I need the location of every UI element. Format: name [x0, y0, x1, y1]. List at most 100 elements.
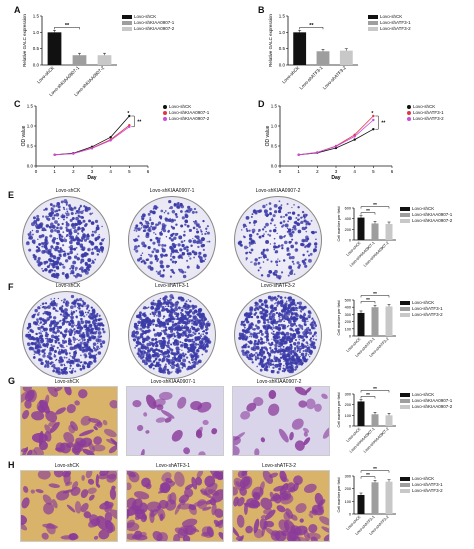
colony	[94, 326, 98, 330]
colony	[148, 222, 150, 225]
stained-cell	[106, 473, 117, 483]
transwell-image-h-3	[232, 470, 330, 542]
legend-f-item-3: Lovo-shATF3-2	[412, 312, 443, 317]
colony	[153, 247, 156, 251]
colony	[92, 311, 96, 314]
legend-e-item-2: Lovo-shKIAA0907-1	[412, 212, 453, 217]
colony	[274, 343, 278, 348]
colony	[46, 265, 50, 268]
colony	[247, 356, 252, 361]
colony	[85, 331, 89, 335]
colony	[86, 328, 88, 330]
colony	[245, 251, 248, 255]
colony	[184, 339, 188, 342]
x-tick-label: 0	[279, 169, 282, 174]
stained-cell	[39, 399, 50, 414]
colony	[273, 335, 277, 340]
colony	[155, 307, 159, 311]
colony	[266, 309, 268, 311]
bar	[385, 415, 393, 426]
colony	[174, 370, 177, 373]
transwell-image-g-2	[126, 386, 224, 456]
colony	[299, 315, 303, 319]
y-axis-label: Cell number per field	[337, 206, 341, 241]
colony	[244, 346, 247, 349]
colony	[251, 228, 256, 233]
stained-cell	[262, 471, 274, 484]
colony	[38, 234, 43, 239]
colony	[73, 324, 76, 326]
colony	[300, 354, 302, 356]
colony	[256, 352, 258, 354]
legend-e-item-3: Lovo-shKIAA0907-2	[412, 218, 453, 223]
colony	[176, 312, 180, 316]
colony	[181, 366, 184, 369]
stained-cell	[127, 519, 135, 529]
colony	[143, 261, 145, 263]
colony	[81, 346, 85, 349]
stained-cell	[297, 536, 310, 541]
colony	[311, 325, 314, 329]
colony	[272, 350, 274, 352]
colony	[271, 217, 274, 219]
stained-cell	[88, 494, 95, 501]
colony	[304, 226, 308, 229]
stained-cell	[146, 501, 162, 512]
colony	[82, 209, 85, 212]
colony	[62, 231, 65, 234]
chart-f: 0100200300400500Lovo-shCKLovo-shATF3-1Lo…	[337, 291, 396, 358]
colony	[101, 225, 103, 228]
stained-cell	[145, 482, 152, 490]
colony	[131, 333, 136, 338]
transwell-image-h-2	[126, 470, 224, 542]
colony	[59, 343, 63, 347]
significance-label: **	[366, 208, 370, 214]
colony	[80, 335, 84, 340]
colony	[60, 200, 64, 204]
caption-g-3: Lovo-shKIAA0907-2	[256, 379, 302, 385]
y-tick-label: 1.5	[33, 14, 40, 19]
colony	[259, 330, 263, 334]
colony	[32, 216, 36, 220]
stained-cell	[291, 418, 304, 430]
colony	[50, 298, 52, 300]
colony	[164, 295, 168, 299]
colony	[170, 233, 174, 238]
colony	[295, 216, 298, 219]
colony	[288, 348, 293, 352]
colony	[181, 216, 185, 220]
colony	[191, 322, 194, 325]
colony	[172, 271, 176, 275]
colony	[287, 231, 290, 233]
colony	[82, 301, 86, 306]
colony	[287, 220, 290, 223]
significance-label: **	[373, 466, 377, 472]
colony	[292, 303, 295, 306]
colony	[55, 303, 58, 305]
stained-cell	[23, 486, 29, 493]
colony	[148, 253, 150, 256]
colony	[189, 362, 191, 364]
colony	[87, 266, 90, 269]
legend-d: Lovo-shCK Lovo-shATF3-1 Lovo-shATF3-2	[407, 104, 444, 122]
colony	[78, 307, 81, 310]
colony	[272, 228, 277, 233]
colony	[154, 233, 157, 235]
colony	[92, 342, 97, 347]
stained-cell	[218, 532, 223, 541]
colony	[43, 244, 48, 249]
colony	[149, 360, 152, 363]
colony	[265, 222, 269, 227]
colony	[170, 311, 173, 314]
colony	[200, 326, 204, 330]
colony	[55, 358, 58, 361]
legend-a-item-2: Lovo-shKIAA0907-1	[134, 20, 175, 25]
colony	[283, 216, 285, 218]
colony	[158, 358, 162, 362]
colony	[49, 252, 53, 256]
colony	[171, 250, 175, 254]
significance-label: **	[373, 386, 377, 392]
colony	[49, 339, 54, 343]
colony	[44, 236, 48, 240]
colony	[260, 354, 264, 357]
